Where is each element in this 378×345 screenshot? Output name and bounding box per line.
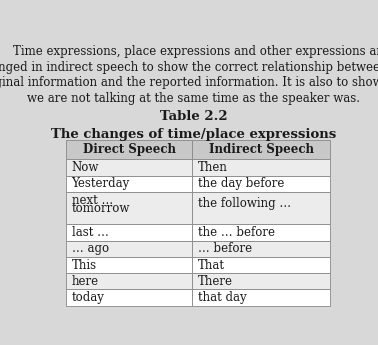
- Bar: [192, 159, 330, 176]
- Text: next …: next …: [71, 194, 113, 207]
- Text: the following …: the following …: [198, 197, 291, 210]
- Bar: [66, 224, 192, 241]
- Text: Then: Then: [198, 161, 228, 174]
- Bar: [66, 241, 192, 257]
- Bar: [192, 192, 330, 224]
- Text: Now: Now: [71, 161, 99, 174]
- Bar: [66, 192, 192, 224]
- Text: … before: … before: [198, 242, 252, 255]
- Text: the day before: the day before: [198, 177, 284, 190]
- Text: That: That: [198, 258, 225, 272]
- Text: that day: that day: [198, 291, 246, 304]
- Bar: [192, 176, 330, 192]
- Bar: [192, 273, 330, 289]
- Bar: [192, 289, 330, 306]
- Text: we are not talking at the same time as the speaker was.: we are not talking at the same time as t…: [27, 92, 360, 105]
- Text: last …: last …: [71, 226, 108, 239]
- Text: Indirect Speech: Indirect Speech: [209, 143, 314, 156]
- Text: here: here: [71, 275, 99, 288]
- Text: Table 2.2: Table 2.2: [160, 110, 228, 123]
- Text: changed in indirect speech to show the correct relationship between the: changed in indirect speech to show the c…: [0, 61, 378, 74]
- Bar: [192, 257, 330, 273]
- Text: the … before: the … before: [198, 226, 274, 239]
- Bar: [192, 224, 330, 241]
- Text: … ago: … ago: [71, 242, 109, 255]
- Text: There: There: [198, 275, 232, 288]
- Bar: [192, 140, 330, 159]
- Bar: [66, 273, 192, 289]
- Bar: [66, 289, 192, 306]
- Text: Yesterday: Yesterday: [71, 177, 130, 190]
- Text: today: today: [71, 291, 104, 304]
- Bar: [66, 159, 192, 176]
- Bar: [66, 257, 192, 273]
- Bar: [66, 176, 192, 192]
- Text: tomorrow: tomorrow: [71, 201, 130, 215]
- Text: This: This: [71, 258, 97, 272]
- Text: Time expressions, place expressions and other expressions are: Time expressions, place expressions and …: [0, 46, 378, 58]
- Text: The changes of time/place expressions: The changes of time/place expressions: [51, 128, 336, 141]
- Bar: [66, 140, 192, 159]
- Text: Direct Speech: Direct Speech: [83, 143, 176, 156]
- Text: original information and the reported information. It is also to show that: original information and the reported in…: [0, 76, 378, 89]
- Bar: [192, 241, 330, 257]
